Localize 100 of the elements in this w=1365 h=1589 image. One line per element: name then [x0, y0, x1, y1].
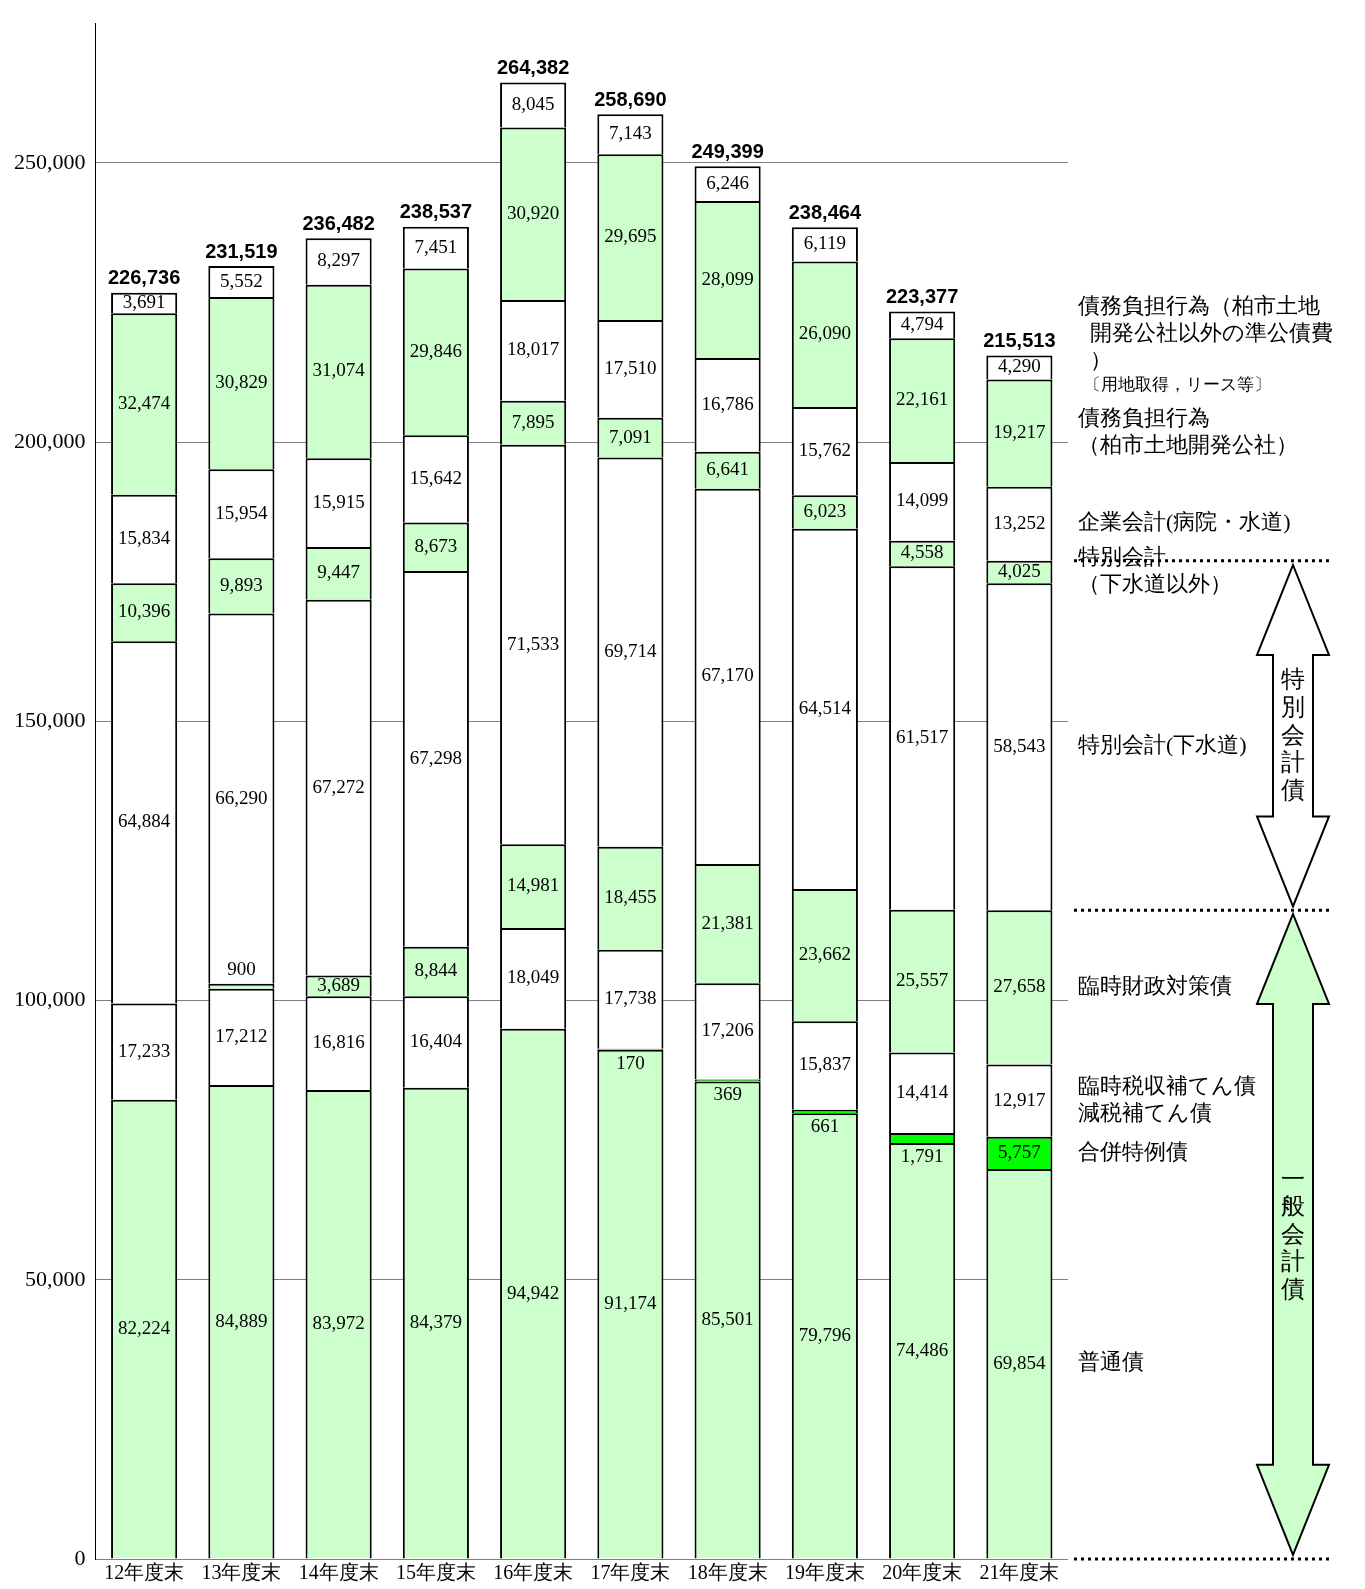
data-label: 91,174: [604, 1292, 657, 1314]
x-tick-label: 13年度末: [201, 1561, 282, 1584]
data-label: 6,641: [706, 458, 749, 480]
data-label: 17,212: [215, 1024, 268, 1046]
data-label: 82,224: [118, 1317, 171, 1339]
data-label: 170: [616, 1051, 645, 1073]
data-label: 28,099: [701, 267, 754, 289]
data-label: 67,298: [409, 746, 462, 768]
data-label: 26,090: [798, 322, 851, 344]
data-label: 12,917: [993, 1088, 1046, 1110]
data-label: 17,510: [604, 356, 657, 378]
y-tick-label: 100,000: [14, 986, 86, 1012]
x-tick-label: 17年度末: [590, 1561, 671, 1584]
data-label: 69,854: [993, 1351, 1046, 1373]
data-label: 15,762: [798, 439, 851, 461]
total-label: 258,690: [594, 87, 667, 110]
data-label: 25,557: [896, 969, 949, 991]
series-label: 臨時財政対策債: [1078, 973, 1232, 999]
data-label: 661: [810, 1115, 840, 1137]
data-label: 9,447: [317, 561, 360, 583]
data-label: 31,074: [312, 359, 366, 381]
data-label: 16,404: [409, 1029, 463, 1051]
data-label: 4,025: [998, 559, 1041, 581]
total-label: 215,513: [983, 328, 1056, 351]
data-label: 15,837: [798, 1053, 851, 1075]
data-label: 6,023: [803, 499, 847, 521]
data-label: 4,794: [900, 312, 944, 334]
data-label: 13,252: [993, 511, 1046, 533]
x-tick-label: 14年度末: [298, 1561, 379, 1584]
series-label: 債務負担行為（柏市土地開発公社以外の準公債費）: [1078, 293, 1333, 373]
total-label: 236,482: [302, 211, 375, 234]
y-tick-label: 250,000: [14, 148, 86, 174]
data-label: 1,791: [900, 1145, 944, 1166]
data-label: 18,017: [507, 338, 560, 360]
data-label: 4,558: [900, 541, 944, 563]
data-label: 79,796: [798, 1323, 851, 1345]
data-label: 17,206: [701, 1019, 754, 1041]
data-label: 29,846: [409, 339, 462, 361]
data-label: 369: [713, 1083, 742, 1105]
data-label: 6,246: [706, 171, 749, 193]
data-label: 3,691: [122, 291, 166, 313]
data-label: 17,233: [118, 1039, 171, 1061]
data-label: 16,816: [312, 1031, 365, 1053]
data-label: 21,381: [701, 911, 754, 933]
data-label: 32,474: [118, 392, 171, 414]
series-label: 債務負担行為（柏市土地開発公社）: [1078, 405, 1298, 458]
x-tick-label: 15年度末: [395, 1561, 476, 1584]
x-tick-label: 21年度末: [979, 1561, 1060, 1584]
data-label: 6,119: [803, 232, 846, 254]
data-label: 74,486: [896, 1338, 949, 1360]
text: 〔用地取得，リース等〕: [1084, 375, 1271, 395]
x-tick-label: 20年度末: [882, 1561, 963, 1584]
series-label: 普通債: [1078, 1349, 1144, 1375]
data-label: 71,533: [507, 632, 560, 654]
data-label: 64,514: [798, 696, 852, 718]
data-label: 16,786: [701, 392, 754, 414]
series-label: 企業会計(病院・水道): [1078, 509, 1291, 535]
total-label: 238,537: [399, 200, 473, 223]
data-label: 22,161: [896, 388, 949, 410]
x-tick-label: 12年度末: [104, 1561, 185, 1584]
data-label: 58,543: [993, 734, 1046, 756]
x-tick-label: 19年度末: [784, 1561, 865, 1584]
data-label: 5,552: [220, 269, 263, 291]
data-label: 10,396: [118, 600, 171, 622]
data-label: 67,272: [312, 775, 365, 797]
data-label: 3,689: [317, 973, 360, 995]
data-label: 67,170: [701, 664, 754, 686]
data-label: 18,455: [604, 886, 657, 908]
total-label: 226,736: [107, 266, 181, 289]
data-label: 8,673: [414, 534, 458, 556]
data-label: 900: [227, 957, 256, 979]
data-label: 84,379: [409, 1311, 462, 1333]
data-label: 14,981: [507, 874, 560, 896]
data-label: 8,045: [511, 92, 555, 114]
data-label: 83,972: [312, 1312, 365, 1334]
data-label: 23,662: [798, 943, 851, 965]
data-label: 15,834: [118, 526, 171, 548]
data-label: 19,217: [993, 421, 1046, 443]
total-label: 223,377: [885, 285, 959, 308]
data-label: 7,143: [609, 122, 652, 144]
data-label: 17,738: [604, 987, 657, 1009]
data-label: 15,642: [409, 466, 462, 488]
data-label: 27,658: [993, 975, 1046, 997]
data-label: 18,049: [507, 966, 560, 988]
data-label: 84,889: [215, 1309, 268, 1331]
total-label: 238,464: [788, 200, 862, 223]
data-label: 15,954: [215, 501, 268, 523]
y-tick-label: 0: [74, 1544, 86, 1570]
x-tick-label: 16年度末: [493, 1561, 574, 1584]
data-label: 8,297: [317, 249, 360, 271]
data-label: 7,451: [414, 235, 458, 257]
data-label: 4,290: [998, 355, 1041, 377]
total-label: 264,382: [496, 56, 570, 79]
data-label: 30,829: [215, 371, 268, 393]
data-label: 15,915: [312, 490, 365, 512]
series-label: 臨時税収補てん債減税補てん債: [1078, 1072, 1256, 1125]
series-label: 特別会計(下水道): [1078, 732, 1247, 758]
y-tick-label: 50,000: [25, 1265, 86, 1291]
data-label: 69,714: [604, 640, 657, 662]
data-label: 94,942: [507, 1281, 560, 1303]
